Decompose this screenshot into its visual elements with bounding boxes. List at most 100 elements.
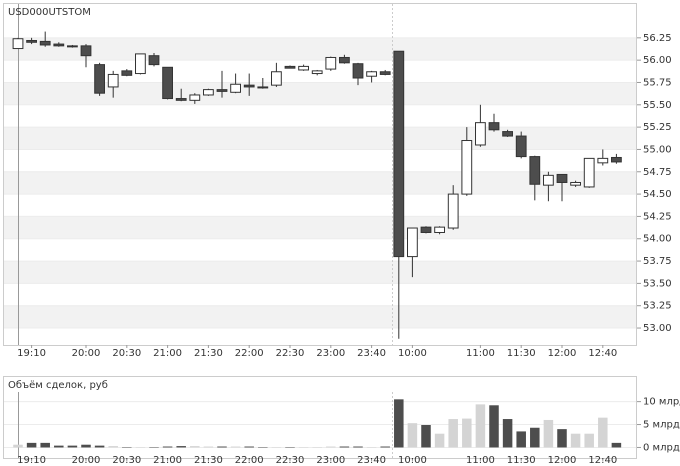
y-tick-label: 55.50: [643, 100, 672, 111]
candle-body: [53, 43, 65, 47]
volume-bar: [394, 399, 404, 448]
grid-band: [4, 171, 636, 195]
y-tick-label: 53.50: [643, 278, 672, 289]
y-tick-label: 55.25: [643, 122, 672, 133]
candle-body: [515, 135, 527, 158]
x-tick-label: 23:00: [316, 348, 345, 359]
candle-body: [94, 64, 105, 94]
x-tick-label: 22:00: [235, 455, 264, 466]
volume-bar: [108, 446, 118, 448]
candle-body: [461, 140, 473, 195]
candle-body: [80, 45, 92, 57]
volume-bar: [530, 427, 540, 448]
volume-bar: [67, 445, 78, 448]
x-tick-label: 21:00: [153, 455, 182, 466]
volume-bar: [557, 429, 567, 448]
candle-body: [67, 45, 78, 48]
x-tick-label: 23:00: [316, 455, 345, 466]
candle-body: [529, 156, 541, 185]
volume-bar: [353, 446, 363, 448]
candle-body: [162, 66, 173, 100]
volume-bar: [611, 442, 622, 448]
x-tick-label: 12:40: [588, 455, 617, 466]
y-tick-label: 54.50: [643, 189, 672, 200]
chart-title: USD000UTSTOM: [8, 7, 91, 18]
x-tick-label: 10:00: [398, 348, 427, 359]
x-tick-label: 11:00: [466, 348, 495, 359]
candle-body: [570, 181, 581, 186]
y-tick-label: 56.25: [643, 33, 672, 44]
volume-bar: [543, 419, 554, 448]
x-tick-label: 19:10: [17, 348, 46, 359]
grid-band: [4, 305, 636, 329]
x-tick-label: 21:30: [194, 348, 223, 359]
candle-body: [107, 73, 119, 88]
candle-body: [447, 193, 459, 229]
y-tick-label: 53.00: [643, 323, 672, 334]
candle-body: [379, 71, 391, 75]
candle-body: [420, 226, 432, 233]
volume-bar: [598, 417, 608, 448]
volume-bar: [462, 418, 472, 448]
candle-body: [39, 40, 51, 46]
volume-bar: [407, 423, 418, 448]
y-tick-label: 0 млрд: [643, 442, 680, 453]
x-tick-label: 20:00: [72, 348, 101, 359]
candle-body: [583, 157, 595, 188]
volume-bar: [516, 431, 526, 448]
candle-body: [298, 65, 309, 71]
x-tick-label: 12:00: [548, 348, 577, 359]
volume-bar: [421, 425, 431, 448]
candle-body: [366, 71, 377, 77]
x-tick-label: 22:30: [276, 348, 305, 359]
candle-body: [243, 84, 255, 88]
candle-body: [611, 156, 622, 163]
candle-body: [216, 89, 228, 92]
candle-body: [189, 94, 201, 101]
volume-bar: [380, 446, 390, 448]
y-tick-label: 53.75: [643, 256, 672, 267]
volume-bar: [40, 442, 50, 448]
candle-body: [475, 122, 486, 146]
volume-bar: [448, 419, 458, 448]
y-tick-label: 54.25: [643, 211, 672, 222]
candle-body: [12, 38, 24, 50]
candle-body: [26, 40, 37, 43]
volume-bar: [489, 405, 499, 448]
candle-body: [257, 86, 269, 89]
candle-body: [597, 157, 609, 164]
candle-body: [434, 226, 445, 233]
y-tick-label: 54.00: [643, 234, 672, 245]
x-tick-label: 12:40: [588, 348, 617, 359]
candle-body: [393, 50, 405, 258]
volume-bar: [94, 445, 105, 448]
candle-body: [311, 70, 323, 75]
volume-bar: [570, 433, 581, 448]
volume-bar: [176, 446, 186, 448]
grid-band: [4, 127, 636, 150]
candle-body: [175, 98, 187, 101]
x-tick-label: 12:00: [548, 455, 577, 466]
candle-body: [230, 83, 241, 93]
volume-title: Объём сделок, руб: [8, 380, 108, 391]
y-tick-label: 10 млрд: [643, 397, 680, 408]
x-tick-label: 22:00: [235, 348, 264, 359]
candle-body: [556, 173, 568, 183]
x-tick-label: 21:30: [194, 455, 223, 466]
candle-body: [135, 53, 146, 75]
y-tick-label: 53.25: [643, 301, 672, 312]
x-tick-label: 19:10: [17, 455, 46, 466]
candle-body: [488, 122, 500, 131]
grid-band: [4, 216, 636, 239]
candle-body: [121, 70, 133, 76]
candle-body: [325, 56, 337, 70]
candle-body: [203, 89, 214, 96]
grid-band: [4, 261, 636, 284]
y-tick-label: 56.00: [643, 55, 672, 66]
candle-body: [148, 55, 160, 66]
candle-body: [543, 174, 554, 186]
candle-body: [352, 63, 364, 79]
volume-bar: [54, 445, 64, 448]
